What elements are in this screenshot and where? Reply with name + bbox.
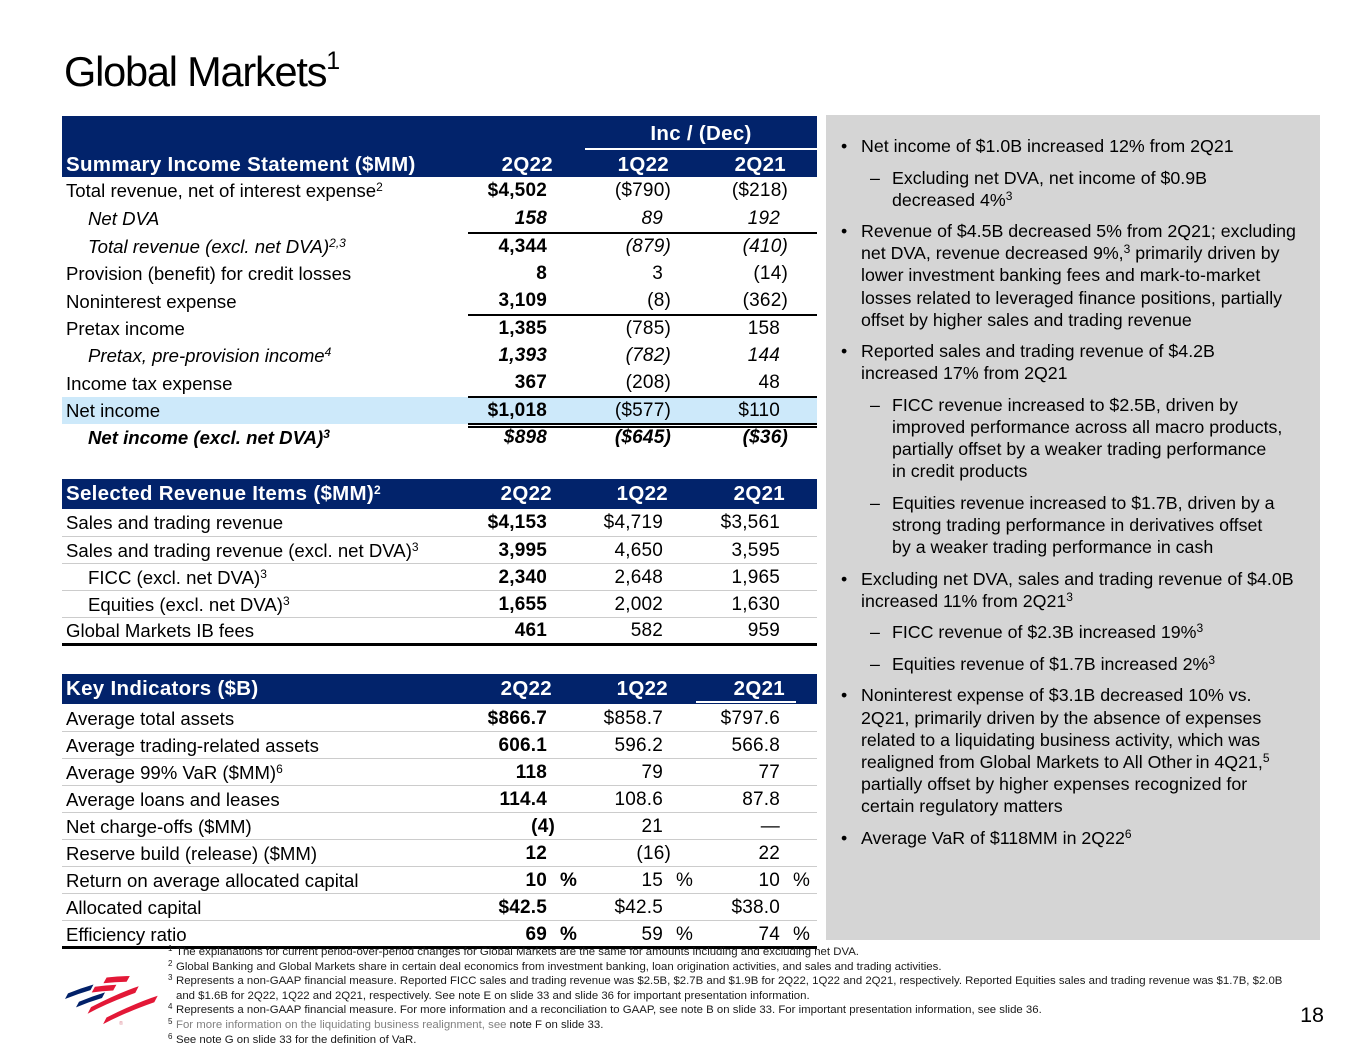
svg-text:®: ® bbox=[119, 1020, 123, 1027]
